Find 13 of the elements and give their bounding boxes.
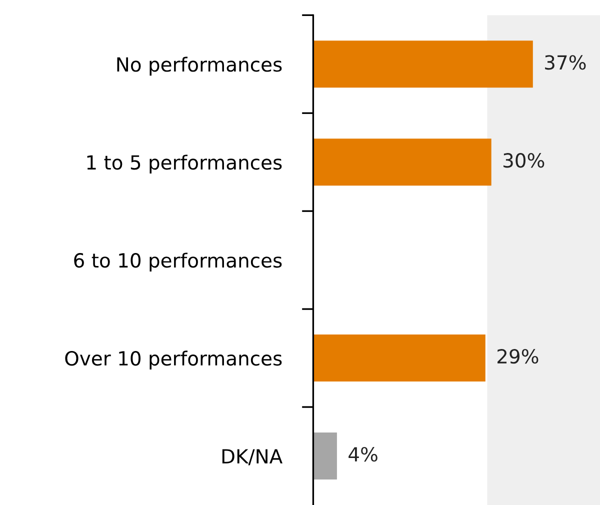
data-label: 4%: [348, 446, 378, 462]
y-tick-label: 1 to 5 performances: [87, 154, 282, 174]
y-tick-label: 6 to 10 performances: [74, 252, 282, 272]
y-tick-label: No performances: [117, 56, 282, 76]
y-tick-label: Over 10 performances: [65, 350, 282, 370]
y-tick-label: DK/NA: [222, 449, 282, 466]
data-label: 37%: [545, 55, 586, 70]
data-label: 30%: [504, 153, 544, 168]
bar: [313, 432, 337, 480]
data-label: 29%: [498, 348, 538, 364]
bar: [313, 138, 492, 186]
bar: [313, 40, 533, 88]
bar: [313, 334, 486, 382]
